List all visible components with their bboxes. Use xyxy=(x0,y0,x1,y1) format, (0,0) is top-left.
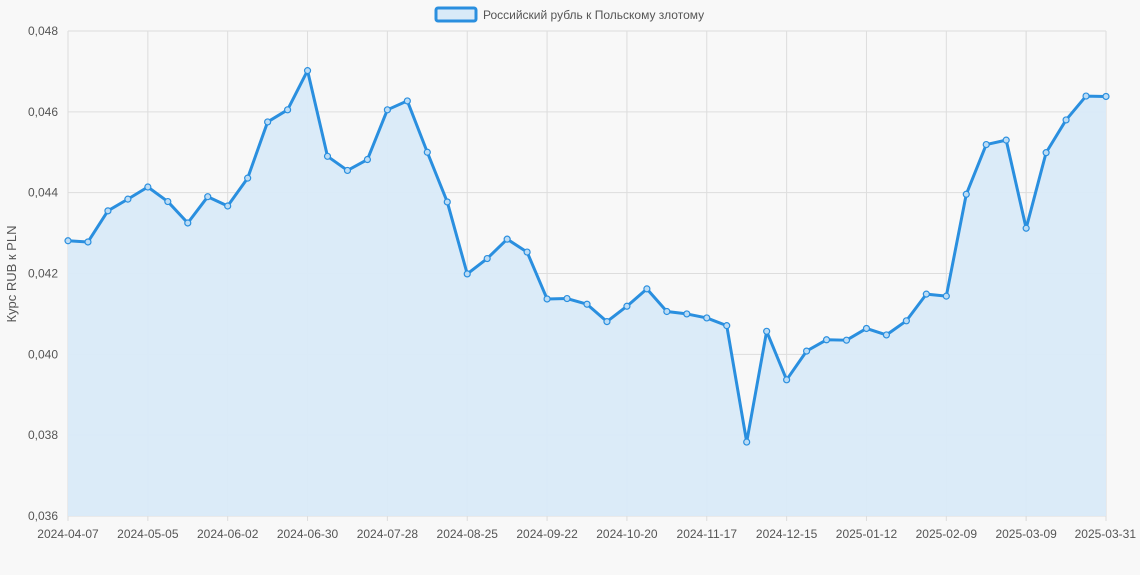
data-point[interactable] xyxy=(144,183,152,191)
x-tick-label: 2025-03-09 xyxy=(995,527,1057,541)
y-tick-label: 0,042 xyxy=(28,267,58,281)
data-point[interactable] xyxy=(563,294,571,303)
data-point[interactable] xyxy=(204,193,212,201)
data-point[interactable] xyxy=(603,317,611,326)
data-point[interactable] xyxy=(822,336,831,344)
y-tick-label: 0,048 xyxy=(28,24,58,38)
data-point[interactable] xyxy=(244,174,252,182)
y-axis-ticks: 0,036 0,038 0,040 0,042 0,044 0,046 0,048 xyxy=(28,24,58,523)
x-tick-label: 2025-03-31 xyxy=(1075,527,1137,541)
series-area xyxy=(68,70,1106,516)
y-tick-label: 0,046 xyxy=(28,105,58,119)
data-point[interactable] xyxy=(84,238,92,246)
data-point[interactable] xyxy=(763,327,771,335)
data-point[interactable] xyxy=(463,270,471,278)
data-point[interactable] xyxy=(523,248,531,256)
data-point[interactable] xyxy=(862,324,871,333)
legend-label[interactable]: Российский рубль к Польскому злотому xyxy=(483,8,704,22)
x-tick-label: 2025-02-09 xyxy=(916,527,978,541)
data-points xyxy=(64,67,1110,446)
data-point[interactable] xyxy=(164,197,172,206)
data-point[interactable] xyxy=(104,207,112,215)
x-tick-label: 2024-10-20 xyxy=(596,527,658,541)
data-point[interactable] xyxy=(1102,92,1110,101)
data-point[interactable] xyxy=(403,97,411,105)
x-tick-label: 2024-05-05 xyxy=(117,527,179,541)
data-point[interactable] xyxy=(1082,92,1090,100)
y-tick-label: 0,038 xyxy=(28,428,58,442)
data-point[interactable] xyxy=(922,290,930,298)
x-axis-ticks: 2024-04-07 2024-05-05 2024-06-02 2024-06-30… xyxy=(37,527,1136,541)
legend-swatch[interactable] xyxy=(434,6,478,23)
data-point[interactable] xyxy=(483,254,491,263)
x-tick-label: 2024-06-30 xyxy=(277,527,339,541)
data-point[interactable] xyxy=(703,314,711,322)
data-point[interactable] xyxy=(64,237,72,245)
data-point[interactable] xyxy=(982,140,990,149)
x-tick-label: 2024-08-25 xyxy=(437,527,499,541)
data-point[interactable] xyxy=(962,190,970,198)
data-point[interactable] xyxy=(902,317,910,325)
data-point[interactable] xyxy=(343,166,352,175)
data-point[interactable] xyxy=(543,295,551,303)
data-point[interactable] xyxy=(783,376,791,384)
data-point[interactable] xyxy=(323,152,332,160)
data-point[interactable] xyxy=(184,219,192,227)
data-point[interactable] xyxy=(303,67,312,75)
x-tick-label: 2024-12-15 xyxy=(756,527,818,541)
x-tick-label: 2024-06-02 xyxy=(197,527,259,541)
data-point[interactable] xyxy=(224,202,232,210)
x-tick-label: 2024-07-28 xyxy=(357,527,419,541)
y-tick-label: 0,040 xyxy=(28,347,58,361)
legend[interactable]: Российский рубль к Польскому злотому xyxy=(434,6,704,23)
data-point[interactable] xyxy=(503,235,511,243)
data-point[interactable] xyxy=(264,118,272,126)
y-tick-label: 0,044 xyxy=(28,186,58,200)
data-point[interactable] xyxy=(623,302,631,310)
data-point[interactable] xyxy=(802,347,811,355)
data-point[interactable] xyxy=(743,438,751,446)
data-point[interactable] xyxy=(1002,136,1010,144)
x-tick-label: 2025-01-12 xyxy=(836,527,898,541)
data-point[interactable] xyxy=(443,198,451,206)
data-point[interactable] xyxy=(882,331,891,339)
x-tick-label: 2024-04-07 xyxy=(37,527,99,541)
data-point[interactable] xyxy=(423,148,431,156)
data-point[interactable] xyxy=(1062,116,1070,124)
data-point[interactable] xyxy=(124,195,132,203)
data-point[interactable] xyxy=(683,310,691,318)
x-tick-label: 2024-09-22 xyxy=(516,527,578,541)
data-point[interactable] xyxy=(583,300,591,308)
data-point[interactable] xyxy=(663,307,671,316)
data-point[interactable] xyxy=(1042,149,1050,157)
data-point[interactable] xyxy=(363,155,372,164)
y-axis-label: Курс RUB к PLN xyxy=(4,226,19,323)
data-point[interactable] xyxy=(383,106,391,114)
x-tick-label: 2024-11-17 xyxy=(677,527,738,541)
data-point[interactable] xyxy=(723,322,731,330)
y-tick-label: 0,036 xyxy=(28,509,58,523)
data-point[interactable] xyxy=(842,336,851,344)
data-point[interactable] xyxy=(643,285,651,293)
data-point[interactable] xyxy=(1022,224,1030,232)
data-point[interactable] xyxy=(942,292,950,300)
series-area-layer xyxy=(68,70,1106,516)
data-point[interactable] xyxy=(283,106,292,114)
